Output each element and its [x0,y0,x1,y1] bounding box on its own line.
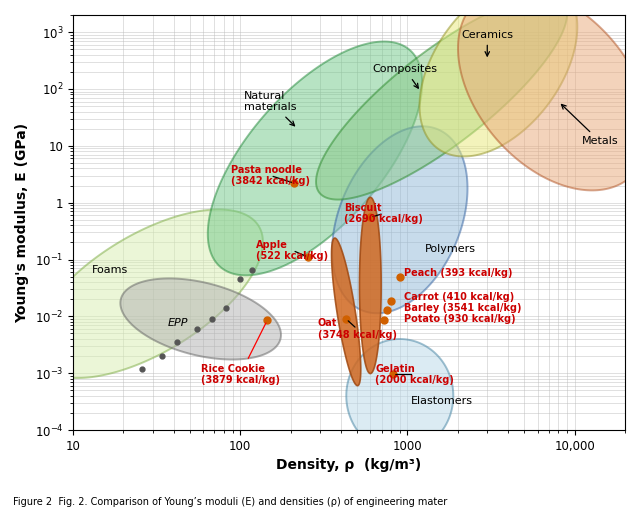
Text: Rice Cookie
(3879 kcal/kg): Rice Cookie (3879 kcal/kg) [201,323,280,385]
Text: EPP: EPP [168,318,189,327]
Text: Metals: Metals [561,105,618,146]
Polygon shape [420,0,577,156]
Polygon shape [332,238,361,386]
Text: Biscuit
(2690 kcal/kg): Biscuit (2690 kcal/kg) [344,203,423,224]
Text: Beef
(2482 kcal/kg): Beef (2482 kcal/kg) [0,512,1,513]
Text: Composites: Composites [372,65,438,88]
X-axis label: Density, ρ  (kg/m³): Density, ρ (kg/m³) [276,458,422,472]
Text: Oat
(3748 kcal/kg): Oat (3748 kcal/kg) [317,318,397,340]
Text: Elastomers: Elastomers [411,397,473,406]
Polygon shape [316,0,567,200]
Text: Foams: Foams [92,265,128,275]
Text: Peach (393 kcal/kg): Peach (393 kcal/kg) [404,268,512,278]
Text: Natural
materials: Natural materials [244,91,296,126]
Polygon shape [346,339,453,452]
Text: Carrot (410 kcal/kg): Carrot (410 kcal/kg) [404,292,514,302]
Text: Barley (3541 kcal/kg): Barley (3541 kcal/kg) [404,303,521,313]
Polygon shape [208,42,422,275]
Text: Figure 2  Fig. 2. Comparison of Young’s moduli (E) and densities (ρ) of engineer: Figure 2 Fig. 2. Comparison of Young’s m… [13,497,447,507]
Text: Apple
(522 kcal/kg): Apple (522 kcal/kg) [257,240,328,261]
Text: Polymers: Polymers [426,244,476,254]
Polygon shape [33,209,263,378]
Text: Pasta noodle
(3842 kcal/kg): Pasta noodle (3842 kcal/kg) [231,165,310,186]
Y-axis label: Young's modulus, E (GPa): Young's modulus, E (GPa) [15,123,29,323]
Text: Gelatin
(2000 kcal/kg): Gelatin (2000 kcal/kg) [375,364,454,385]
Text: Ceramics: Ceramics [461,30,513,56]
Polygon shape [458,0,640,190]
Polygon shape [120,279,281,360]
Text: Potato (930 kcal/kg): Potato (930 kcal/kg) [404,314,515,324]
Polygon shape [360,198,381,373]
Polygon shape [332,126,467,313]
